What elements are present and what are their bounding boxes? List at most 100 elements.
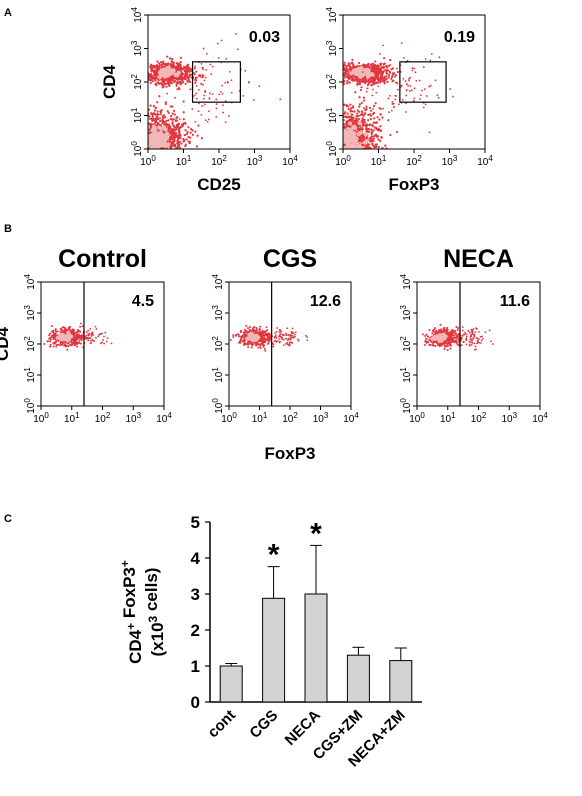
event-dot [134, 127, 136, 129]
event-dot [258, 328, 261, 331]
event-dot [164, 123, 167, 126]
event-dot [145, 73, 147, 75]
event-dot [132, 163, 134, 165]
event-dot [409, 90, 411, 92]
event-dot [148, 124, 151, 130]
event-dot [48, 337, 51, 340]
event-dot [139, 131, 141, 133]
event-dot [336, 139, 340, 143]
event-dot [287, 344, 290, 346]
event-dot [357, 152, 359, 154]
event-dot [181, 78, 184, 82]
event-dot [182, 124, 185, 127]
event-dot [321, 143, 323, 145]
event-dot [142, 139, 144, 141]
event-dot [377, 127, 380, 130]
panel-letter-c: C [4, 513, 12, 525]
event-dot [336, 131, 338, 133]
event-dot [355, 144, 361, 149]
event-dot [89, 337, 92, 340]
event-dot [356, 149, 358, 151]
event-dot [175, 84, 178, 87]
event-dot [103, 335, 105, 338]
event-dot [371, 112, 375, 116]
event-dot [190, 76, 193, 79]
event-dot [372, 83, 375, 86]
event-dot [187, 69, 190, 72]
event-dot [139, 127, 141, 129]
event-dot [349, 109, 352, 112]
event-dot [388, 71, 392, 74]
event-dot [222, 111, 225, 114]
event-dot [163, 70, 168, 76]
event-dot [362, 63, 365, 66]
event-dot [354, 77, 358, 80]
event-dot [184, 143, 187, 146]
event-dot [156, 60, 159, 63]
event-dot [171, 122, 174, 125]
event-dot [324, 153, 326, 155]
event-dot [414, 71, 417, 74]
event-dot [320, 152, 322, 154]
event-dot [390, 109, 393, 112]
event-dot [290, 331, 293, 334]
event-dot [340, 171, 342, 173]
event-dot [227, 115, 230, 118]
event-dot [55, 330, 58, 333]
event-dot [431, 332, 434, 335]
event-dot [374, 145, 378, 148]
event-dot [248, 330, 251, 333]
event-dot [150, 68, 153, 71]
event-dot [142, 142, 144, 144]
event-dot [377, 73, 380, 77]
event-dot [420, 94, 422, 97]
event-dot [360, 134, 364, 137]
event-dot [367, 62, 370, 65]
event-dot [173, 113, 176, 116]
event-dot [347, 121, 353, 126]
y-tick-label: 104 [211, 274, 225, 290]
event-dot [274, 339, 277, 342]
event-dot [356, 64, 359, 68]
event-dot [364, 146, 367, 149]
event-dot [167, 79, 170, 82]
event-dot [128, 152, 130, 154]
event-dot [370, 109, 373, 112]
event-dot [220, 39, 223, 42]
event-dot [179, 56, 182, 59]
event-dot [176, 144, 179, 148]
event-dot [172, 118, 175, 121]
event-dot [208, 110, 210, 113]
event-dot [152, 125, 157, 131]
event-dot [159, 119, 162, 123]
event-dot [329, 138, 331, 140]
event-dot [400, 84, 403, 87]
event-dot [140, 133, 142, 135]
event-dot [79, 330, 82, 333]
event-dot [356, 162, 358, 164]
event-dot [162, 119, 165, 122]
event-dot [143, 107, 145, 109]
event-dot [52, 336, 55, 339]
event-dot [144, 124, 146, 126]
event-dot [222, 104, 224, 106]
event-dot [353, 119, 356, 122]
x-tick-label: 100 [335, 154, 351, 168]
event-dot [264, 349, 267, 352]
event-dot [353, 110, 356, 113]
event-dot [278, 341, 281, 344]
event-dot [140, 143, 142, 145]
event-dot [253, 334, 258, 339]
event-dot [150, 70, 153, 73]
event-dot [146, 128, 148, 130]
event-dot [153, 169, 155, 171]
x-tick-label: 100 [221, 411, 237, 425]
event-dot [138, 128, 140, 130]
event-dot [158, 62, 161, 65]
event-dot [169, 161, 171, 163]
event-dot [343, 103, 346, 106]
event-dot [252, 99, 255, 101]
event-dot [336, 127, 338, 129]
event-dot [57, 340, 60, 343]
event-dot [166, 157, 168, 159]
